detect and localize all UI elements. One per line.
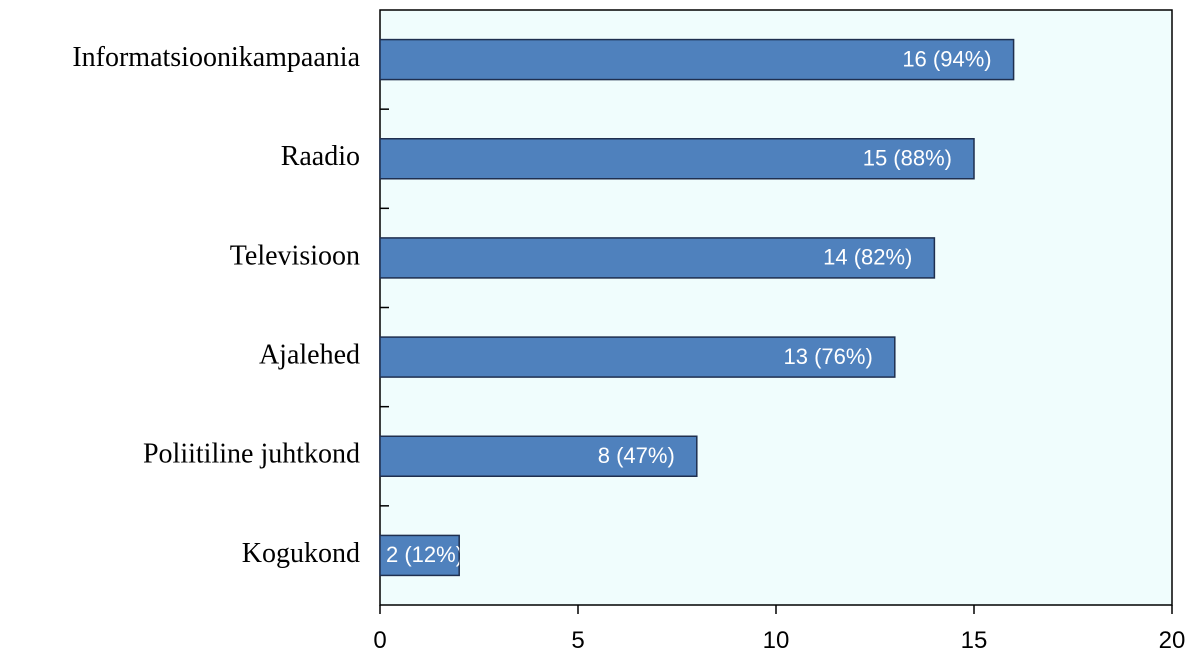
bar [379,237,936,279]
x-tick-label: 5 [571,627,584,654]
value-label: 8 (47%) [598,443,675,468]
bar [379,435,698,477]
bar [379,138,975,180]
x-tick-label: 20 [1159,627,1186,654]
value-label: 16 (94%) [902,46,991,71]
bar [379,336,896,378]
category-label: Ajalehed [259,340,360,371]
category-label: Televisioon [230,240,360,271]
category-label: Poliitiline juhtkond [143,439,360,470]
x-tick-label: 0 [373,627,386,654]
category-label: Raadio [281,141,360,172]
value-label: 14 (82%) [823,245,912,270]
plot-area [379,9,1173,606]
value-label: 13 (76%) [784,344,873,369]
x-tick-label: 15 [961,627,988,654]
bar [379,38,1015,81]
x-tick-label: 10 [763,627,790,654]
category-label: Kogukond [242,538,360,569]
category-label: Informatsioonikampaania [72,42,360,73]
value-label: 2 (12%) [386,542,463,567]
value-label: 15 (88%) [863,146,952,171]
bar [379,534,460,577]
